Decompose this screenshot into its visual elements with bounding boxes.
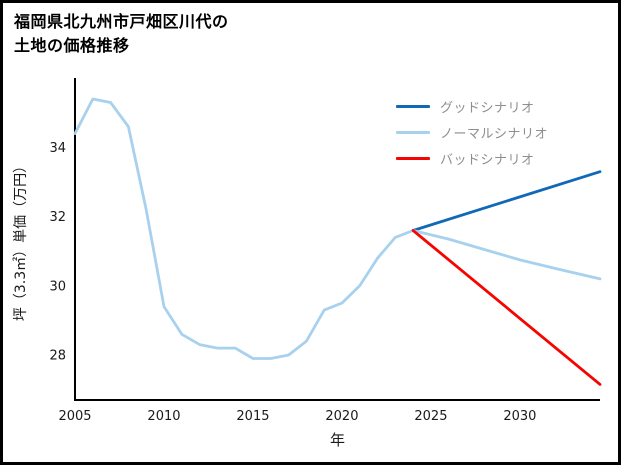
x-tick-label: 2010 xyxy=(147,409,180,424)
chart-title-line1: 福岡県北九州市戸畑区川代の xyxy=(14,12,229,31)
price-trend-chart: 2005 2010 2015 2020 2025 2030 28 30 32 34 年 坪（3.3㎡）… xyxy=(13,78,602,449)
good-scenario-line-swatch xyxy=(396,104,430,108)
legend-item-good: グッドシナリオ xyxy=(396,93,548,119)
x-tick-label: 2030 xyxy=(503,409,536,424)
chart-legend: グッドシナリオ ノーマルシナリオ バッドシナリオ xyxy=(396,93,548,171)
x-axis-label: 年 xyxy=(330,431,345,449)
x-tick-label: 2005 xyxy=(58,409,91,424)
x-tick-label: 2015 xyxy=(236,409,269,424)
legend-item-bad: バッドシナリオ xyxy=(396,145,548,171)
legend-label-bad: バッドシナリオ xyxy=(440,152,535,168)
series-line-normal xyxy=(411,229,602,281)
series-line-good xyxy=(411,170,602,232)
normal-scenario-line-swatch xyxy=(396,130,430,134)
chart-title-line2: 土地の価格推移 xyxy=(14,36,130,55)
y-tick-label: 30 xyxy=(49,279,66,294)
x-tick-label: 2020 xyxy=(325,409,358,424)
y-tick-label: 34 xyxy=(49,141,66,156)
legend-label-good: グッドシナリオ xyxy=(440,100,535,116)
series-line-bad xyxy=(411,229,602,386)
x-tick-label: 2025 xyxy=(414,409,447,424)
bad-scenario-line-swatch xyxy=(396,156,430,160)
y-tick-label: 28 xyxy=(49,349,66,364)
legend-item-normal: ノーマルシナリオ xyxy=(396,119,548,145)
legend-label-normal: ノーマルシナリオ xyxy=(440,126,549,142)
y-axis-label: 坪（3.3㎡）単価（万円） xyxy=(13,159,29,321)
chart-title: 福岡県北九州市戸畑区川代の 土地の価格推移 xyxy=(14,10,229,58)
series-line-history xyxy=(73,97,415,360)
y-tick-label: 32 xyxy=(49,210,66,225)
